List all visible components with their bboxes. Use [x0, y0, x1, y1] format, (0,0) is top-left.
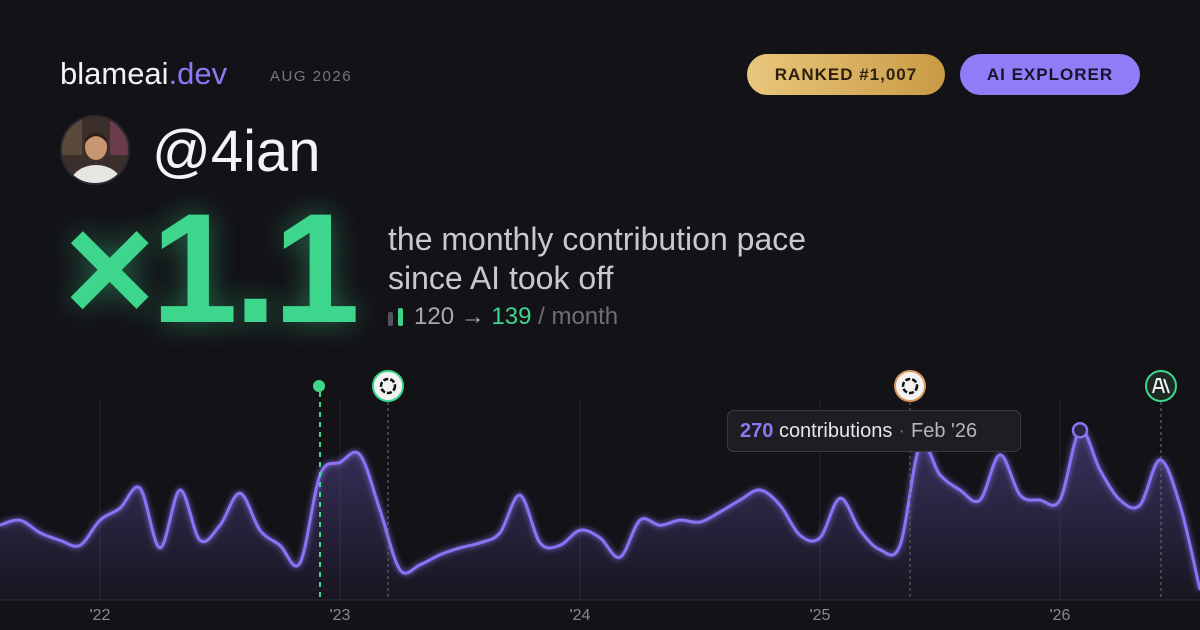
event-icon	[1145, 370, 1177, 402]
date: AUG 2026	[270, 68, 353, 85]
rate-before: 120	[414, 303, 455, 330]
caption: the monthly contribution pace since AI t…	[388, 221, 807, 296]
rank-badge: RANKED #1,007	[747, 54, 945, 95]
rate-icon	[388, 308, 406, 326]
avatar	[60, 115, 130, 185]
rate-after: 139	[491, 303, 532, 330]
brand-tld: .dev	[168, 56, 228, 91]
events	[313, 370, 1177, 600]
event-icon	[372, 370, 404, 402]
tooltip-unit: contributions	[778, 420, 893, 442]
tooltip: 270 contributions · Feb '26	[727, 410, 1021, 452]
rate: 120 → 139 / month	[388, 303, 618, 331]
area-line	[0, 428, 1200, 591]
event-icon	[894, 370, 926, 402]
rate-unit: / month	[538, 303, 619, 330]
area-fill	[0, 429, 1200, 600]
event-dot	[313, 380, 325, 392]
multiplier: ×1.1	[64, 182, 360, 356]
brand[interactable]: blameai.dev	[60, 56, 227, 92]
tooltip-value: 270	[740, 420, 774, 442]
tier-badge: AI EXPLORER	[960, 54, 1140, 95]
highlight-point	[1071, 422, 1089, 439]
tooltip-sep: ·	[898, 420, 906, 442]
rate-arrow: →	[460, 303, 485, 330]
brand-name: blameai	[60, 56, 169, 91]
tooltip-month: Feb '26	[911, 420, 978, 442]
x-tick-label: '25	[810, 607, 831, 624]
x-tick-label: '24	[570, 607, 591, 624]
x-tick-label: '22	[90, 607, 111, 624]
handle: @4ian	[152, 119, 321, 184]
x-tick-label: '26	[1050, 607, 1071, 624]
x-tick-label: '23	[330, 607, 351, 624]
chart: '22 '23 '24 '25 '26	[0, 370, 1200, 624]
